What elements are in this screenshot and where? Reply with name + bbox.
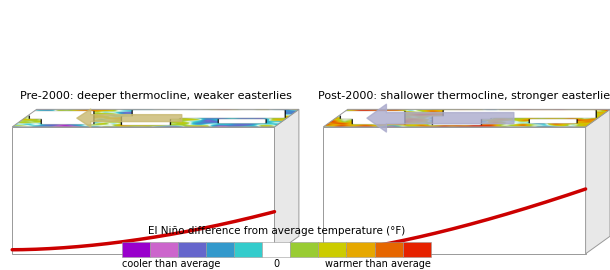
Text: 0: 0 xyxy=(273,259,279,269)
Bar xyxy=(262,242,290,256)
FancyArrowPatch shape xyxy=(77,109,182,127)
Text: Post-2000: shallower thermocline, stronger easterlies: Post-2000: shallower thermocline, strong… xyxy=(318,91,610,101)
Bar xyxy=(375,242,403,256)
Bar xyxy=(122,242,150,256)
Bar xyxy=(234,242,262,256)
Text: El Niño difference from average temperature (°F): El Niño difference from average temperat… xyxy=(148,226,405,236)
Bar xyxy=(206,242,234,256)
FancyArrowPatch shape xyxy=(367,104,514,132)
Text: Pre-2000: deeper thermocline, weaker easterlies: Pre-2000: deeper thermocline, weaker eas… xyxy=(20,91,292,101)
Bar xyxy=(150,242,178,256)
Text: warmer than average: warmer than average xyxy=(325,259,431,269)
Polygon shape xyxy=(323,127,586,254)
Polygon shape xyxy=(12,127,274,254)
Polygon shape xyxy=(274,109,299,254)
Bar xyxy=(178,242,206,256)
Polygon shape xyxy=(586,109,610,254)
Bar xyxy=(318,242,346,256)
Text: cooler than average: cooler than average xyxy=(122,259,220,269)
Bar xyxy=(346,242,375,256)
Bar xyxy=(403,242,431,256)
Bar xyxy=(290,242,318,256)
